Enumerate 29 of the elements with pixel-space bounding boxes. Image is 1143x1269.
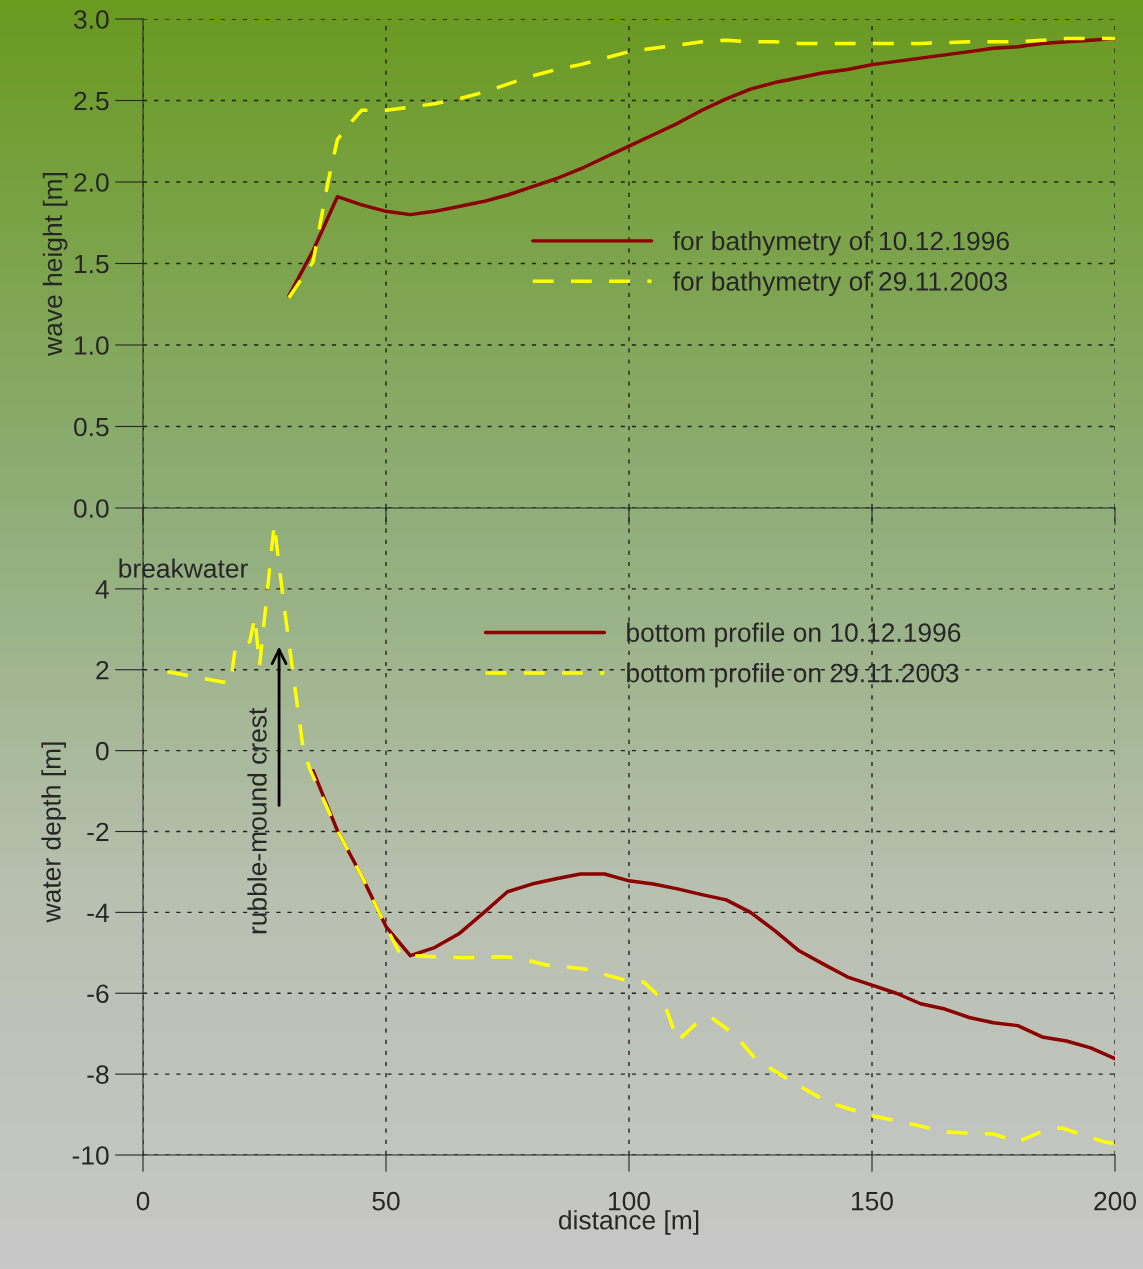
y-tick-label: 2.0	[74, 173, 109, 192]
legend-label: bottom profile on 10.12.1996	[627, 622, 961, 648]
y-axis-title: water depth [m]	[41, 742, 66, 923]
y-tick-label: 4	[95, 580, 109, 599]
y-tick-label: -2	[87, 822, 109, 842]
y-tick-label: -6	[87, 984, 109, 1004]
x-tick-label: 100	[609, 1191, 650, 1211]
y-tick-label: 0.5	[74, 417, 109, 437]
y-tick-label: 1.5	[75, 254, 109, 274]
line-series	[311, 769, 1115, 1061]
y-tick-label: -10	[72, 1146, 109, 1165]
x-tick-label: 50	[372, 1191, 400, 1211]
y-tick-label: 2.5	[74, 91, 109, 111]
legend-label: bottom profile on 29.11.2003	[627, 663, 959, 688]
y-tick-label: -8	[87, 1065, 109, 1084]
x-tick-label: 150	[852, 1191, 893, 1211]
x-tick-label: 0	[136, 1191, 150, 1211]
annotation: rubble-mound crest	[247, 707, 267, 934]
x-axis-title: distance [m]	[558, 1210, 699, 1235]
y-tick-label: 0.0	[74, 499, 109, 518]
y-tick-label: 1.0	[75, 336, 109, 355]
legend-label: for bathymetry of 29.11.2003	[673, 271, 1007, 297]
x-tick-label: 200	[1094, 1191, 1136, 1211]
legend-label: for bathymetry of 10.12.1996	[673, 230, 1009, 256]
y-tick-label: -4	[87, 903, 109, 922]
y-tick-label: 2	[96, 660, 109, 680]
y-axis-title: wave height [m]	[42, 172, 68, 356]
y-tick-label: 0	[96, 741, 109, 761]
y-tick-label: 3.0	[73, 10, 109, 29]
